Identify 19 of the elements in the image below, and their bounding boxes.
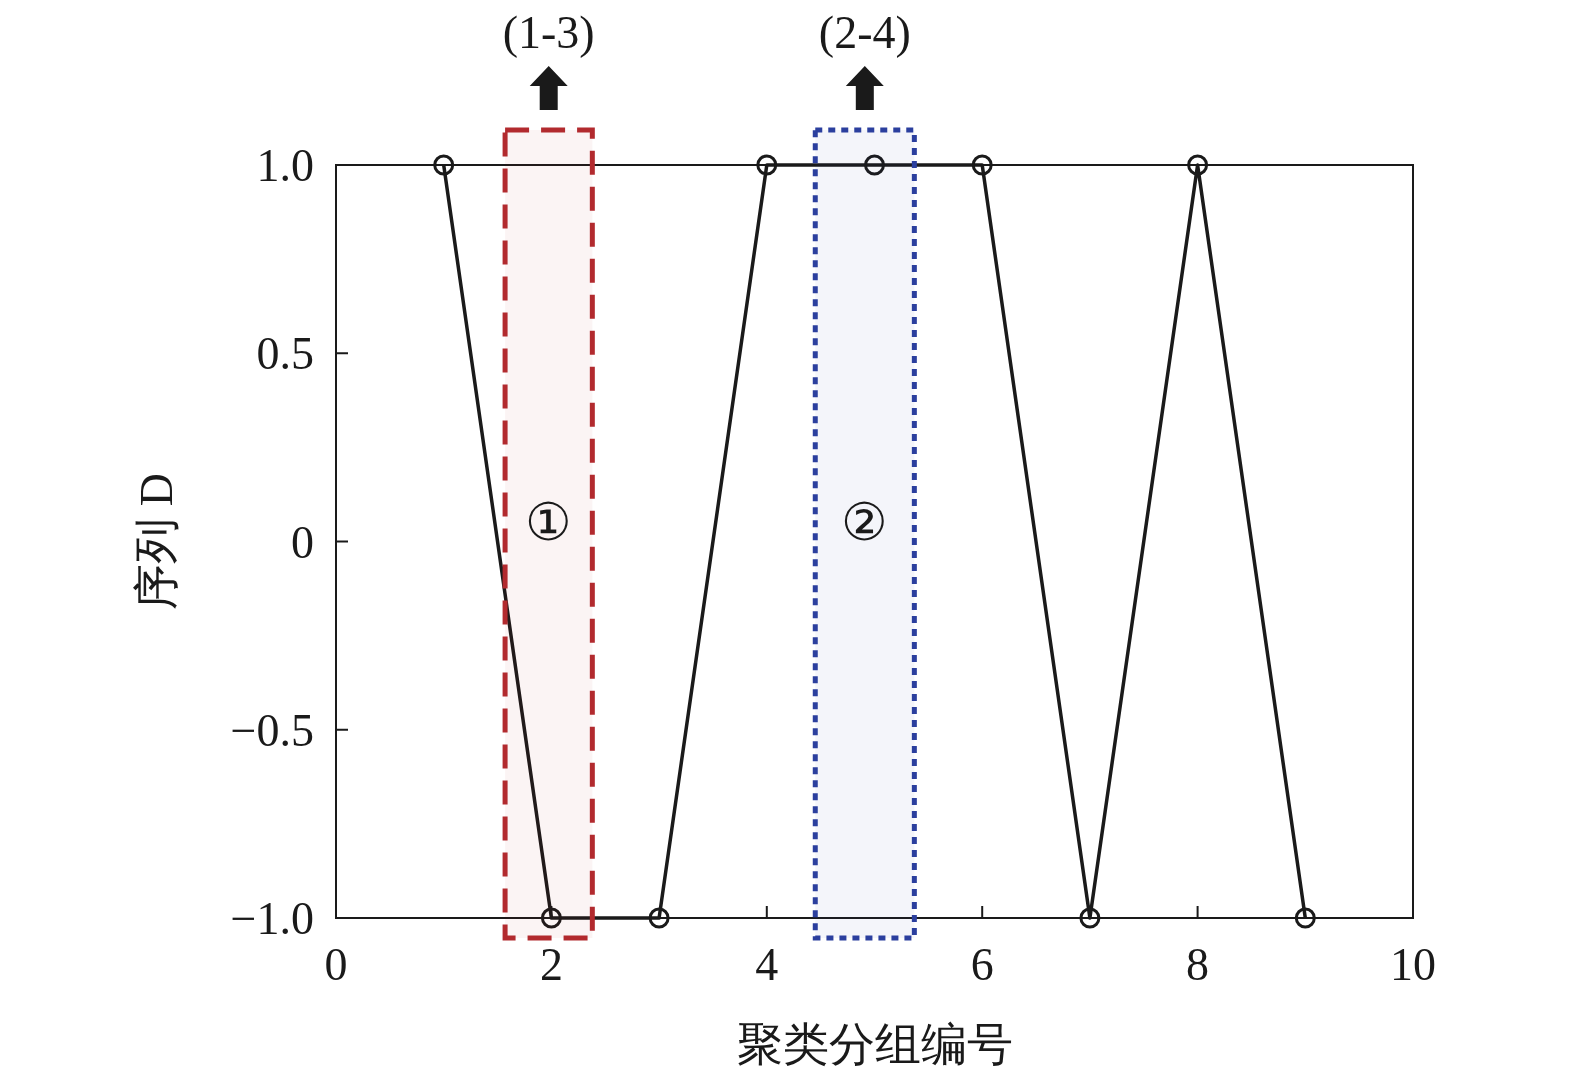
y-tick-label: 1.0 <box>256 140 314 191</box>
band: ② <box>812 127 917 941</box>
y-tick-label: −1.0 <box>230 893 314 944</box>
x-tick-label: 10 <box>1390 939 1436 990</box>
y-axis-title: 序列 D <box>131 473 182 610</box>
text: (1-3) <box>502 7 595 58</box>
x-tick-label: 6 <box>970 939 994 990</box>
y-tick-label: −0.5 <box>230 704 314 756</box>
x-axis-title: 聚类分组编号 <box>736 1019 1013 1070</box>
y-tick-label: 0.5 <box>256 328 314 380</box>
x-tick-label: 0 <box>324 939 348 990</box>
band-label: ② <box>841 493 889 551</box>
y-tick-label: 0 <box>291 516 314 568</box>
x-tick-label: 4 <box>755 939 779 990</box>
text: (2-4) <box>818 7 911 58</box>
x-tick-label: 2 <box>539 939 563 990</box>
band-label: ① <box>525 493 573 551</box>
x-tick-label: 8 <box>1186 939 1210 990</box>
band: ① <box>502 127 595 941</box>
